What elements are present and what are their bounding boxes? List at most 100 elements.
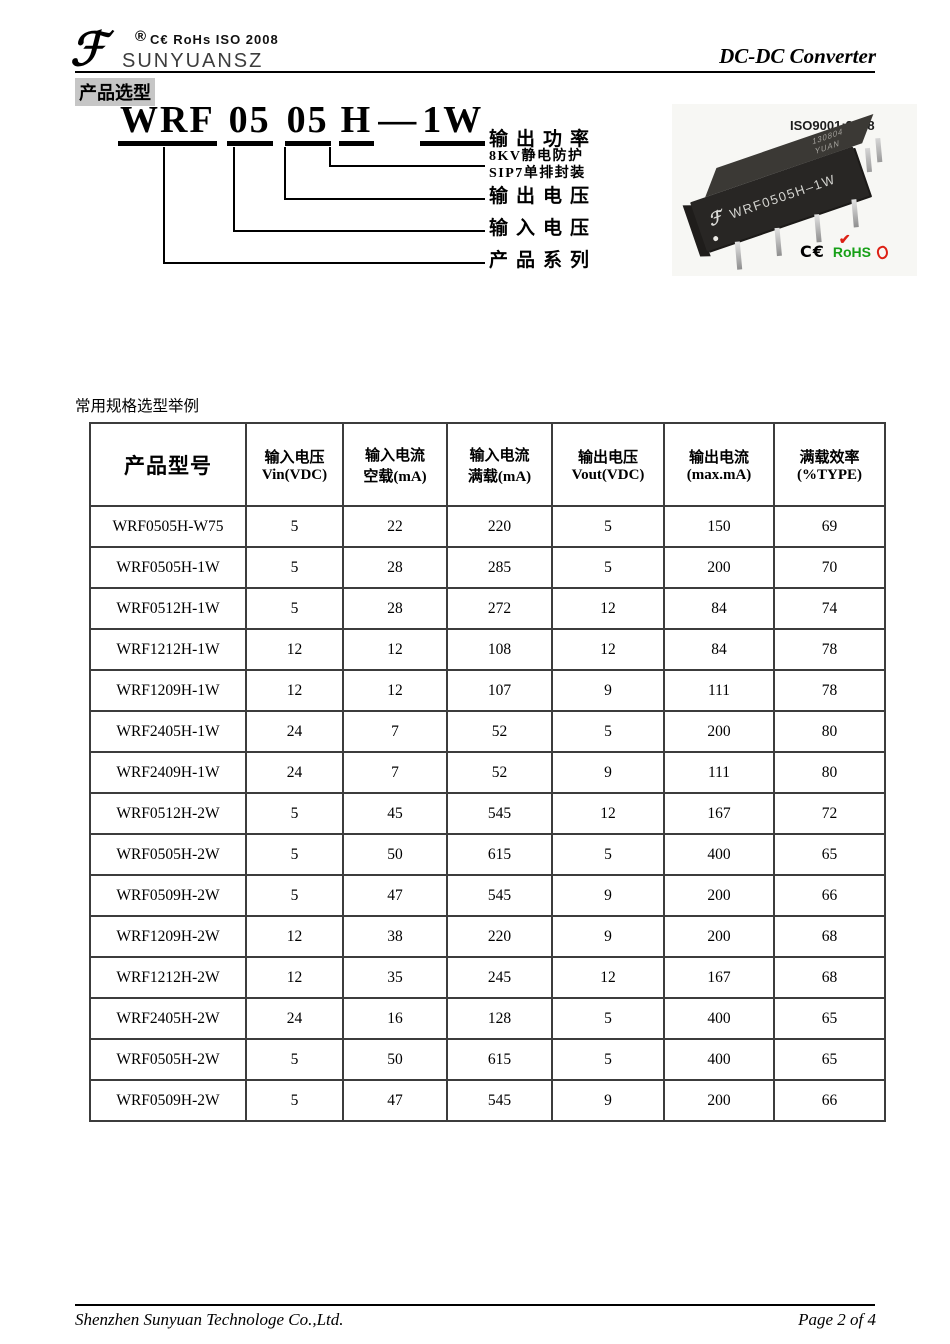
value-cell: 78 [773,669,886,712]
pn-segment-dash: — [378,99,417,141]
pn-label-output-power: 输出功率 [489,129,598,150]
pn-label-input-voltage: 输入电压 [489,218,598,239]
pn-label-package: SIP7单排封装 [489,166,586,181]
model-cell: WRF2405H-2W [89,997,247,1040]
value-cell: 5 [245,587,344,630]
table-row: WRF0505H-1W 5 28 285 5 200 70 [89,546,886,589]
value-cell: 245 [446,956,553,999]
value-cell: 5 [245,1038,344,1081]
footer-page-number: Page 2 of 4 [798,1310,876,1329]
table-row: WRF2405H-2W 24 16 128 5 400 65 [89,997,886,1040]
value-cell: 12 [245,669,344,712]
connector-line [233,230,485,232]
table-row: WRF2405H-1W 24 7 52 5 200 80 [89,710,886,753]
model-cell: WRF0512H-1W [89,587,247,630]
column-header-model: 产品型号 [89,422,247,507]
value-cell: 5 [551,505,665,548]
table-row: WRF1209H-2W 12 38 220 9 200 68 [89,915,886,958]
connector-line [284,198,485,200]
value-cell: 9 [551,669,665,712]
module-pin [734,241,743,270]
product-photo: ISO9001:2008 130804 YUAN ℱ WRF0505H–1W [672,104,917,276]
footer-divider [75,1304,875,1306]
module-pin [864,147,873,173]
column-header: 输入电流 满载(mA) [446,422,553,507]
pn-segment-vin: 05 [226,101,273,146]
table-row: WRF1212H-1W 12 12 108 12 84 78 [89,628,886,671]
value-cell: 78 [773,628,886,671]
value-cell: 74 [773,587,886,630]
value-cell: 111 [663,669,775,712]
value-cell: 111 [663,751,775,794]
value-cell: 12 [245,628,344,671]
value-cell: 5 [245,792,344,835]
value-cell: 9 [551,915,665,958]
module-pin [814,214,822,243]
value-cell: 128 [446,997,553,1040]
rohs-check-icon: ✔ [838,233,851,248]
value-cell: 220 [446,505,553,548]
value-cell: 150 [663,505,775,548]
table-row: WRF0512H-1W 5 28 272 12 84 74 [89,587,886,630]
model-cell: WRF0505H-2W [89,1038,247,1081]
connector-line [329,165,485,167]
value-cell: 167 [663,956,775,999]
value-cell: 285 [446,546,553,589]
model-cell: WRF1212H-1W [89,628,247,671]
column-header: 输出电流 (max.mA) [663,422,775,507]
value-cell: 45 [342,792,448,835]
connector-line [233,147,235,232]
value-cell: 108 [446,628,553,671]
value-cell: 12 [245,956,344,999]
value-cell: 65 [773,997,886,1040]
table-row: WRF0509H-2W 5 47 545 9 200 66 [89,1079,886,1122]
value-cell: 65 [773,833,886,876]
value-cell: 68 [773,956,886,999]
value-cell: 72 [773,792,886,835]
column-header: 输出电压 Vout(VDC) [551,422,665,507]
connector-line [163,262,485,264]
pn-label-product-series: 产品系列 [489,250,598,271]
value-cell: 615 [446,1038,553,1081]
value-cell: 50 [342,833,448,876]
table-row: WRF0505H-2W 5 50 615 5 400 65 [89,833,886,876]
document-title: DC-DC Converter [719,44,876,68]
part-number-breakdown: WRF 05 05 H —1W [118,99,486,146]
value-cell: 9 [551,751,665,794]
spec-table: 产品型号 输入电压 Vin(VDC) 输入电流 空载(mA) 输入电流 满载(mA) 输出电压… [89,422,886,1122]
value-cell: 545 [446,874,553,917]
value-cell: 545 [446,1079,553,1122]
model-cell: WRF0505H-1W [89,546,247,589]
value-cell: 12 [551,628,665,671]
column-header: 输入电流 空载(mA) [342,422,448,507]
pn-segment-power: 1W [420,101,486,146]
value-cell: 80 [773,710,886,753]
value-cell: 12 [551,587,665,630]
model-cell: WRF1209H-2W [89,915,247,958]
value-cell: 107 [446,669,553,712]
model-cell: WRF1209H-1W [89,669,247,712]
module-pin [774,227,782,257]
table-row: WRF2409H-1W 24 7 52 9 111 80 [89,751,886,794]
value-cell: 5 [245,505,344,548]
value-cell: 9 [551,874,665,917]
value-cell: 35 [342,956,448,999]
module-logo-icon: ℱ [705,207,726,231]
value-cell: 400 [663,997,775,1040]
value-cell: 7 [342,751,448,794]
pn-label-esd-protection: 8KV静电防护 [489,149,584,164]
column-header: 输入电压 Vin(VDC) [245,422,344,507]
model-cell: WRF0505H-2W [89,833,247,876]
value-cell: 200 [663,915,775,958]
value-cell: 200 [663,874,775,917]
value-cell: 12 [551,956,665,999]
value-cell: 400 [663,833,775,876]
model-cell: WRF2409H-1W [89,751,247,794]
pin1-dot-icon [712,235,719,242]
value-cell: 28 [342,587,448,630]
value-cell: 84 [663,628,775,671]
table-row: WRF0505H-2W 5 50 615 5 400 65 [89,1038,886,1081]
value-cell: 5 [245,546,344,589]
rohs-mark: RoHS [832,244,871,260]
